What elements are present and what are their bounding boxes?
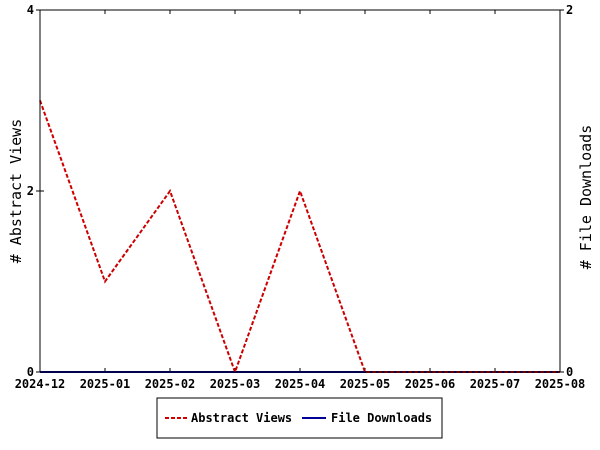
series-layer xyxy=(39,100,560,375)
plot-frame xyxy=(39,9,561,373)
series-line-abstract-views xyxy=(39,100,560,375)
x-tick-label: 2025-04 xyxy=(275,377,326,391)
y-right-axis-title: # File Downloads xyxy=(577,125,595,270)
ticks-layer: 2024-12 2025-01 2025-02 2025-03 2025-04 2025-… xyxy=(15,3,586,391)
legend: Abstract Views File Downloads xyxy=(156,397,443,439)
y-left-axis-title: # Abstract Views xyxy=(7,119,25,264)
x-tick-label: 2025-06 xyxy=(405,377,456,391)
x-tick-label: 2025-08 xyxy=(535,377,586,391)
y-right-tick-label: 0 xyxy=(566,365,573,379)
legend-box xyxy=(156,397,443,439)
y-left-tick-label: 4 xyxy=(27,3,34,17)
legend-label-file-downloads: File Downloads xyxy=(331,411,432,425)
x-tick-label: 2025-02 xyxy=(145,377,196,391)
y-left-tick-label: 2 xyxy=(27,184,34,198)
x-tick-label: 2025-05 xyxy=(340,377,391,391)
y-left-tick-label: 0 xyxy=(27,365,34,379)
y-right-tick-label: 2 xyxy=(566,3,573,17)
x-tick-label: 2025-01 xyxy=(80,377,131,391)
legend-label-abstract-views: Abstract Views xyxy=(191,411,292,425)
x-tick-label: 2024-12 xyxy=(15,377,66,391)
x-tick-label: 2025-07 xyxy=(470,377,521,391)
x-tick-label: 2025-03 xyxy=(210,377,261,391)
